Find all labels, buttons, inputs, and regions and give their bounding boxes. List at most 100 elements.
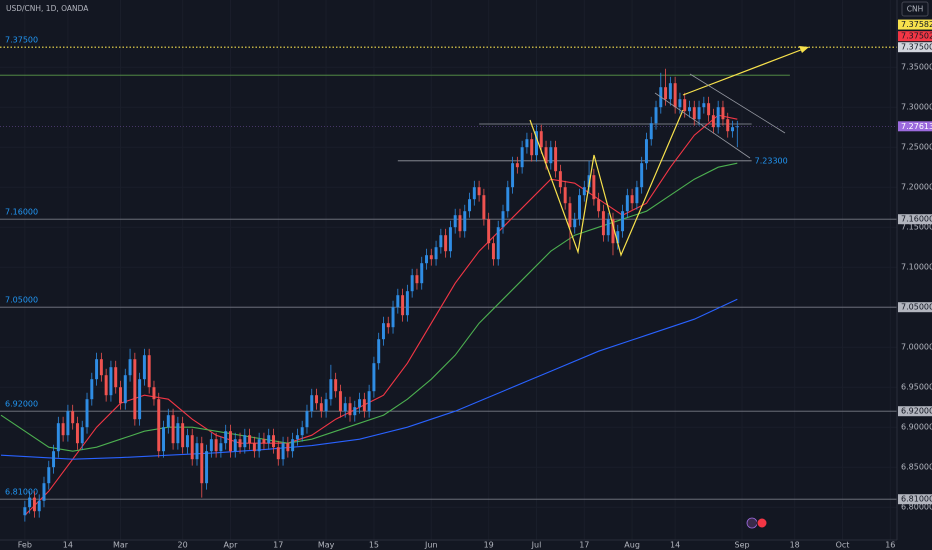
- candle-body: [511, 163, 515, 188]
- candle-body: [482, 195, 486, 220]
- y-tick-label: 7.20000: [901, 183, 932, 192]
- event-icon[interactable]: [746, 517, 758, 529]
- candle-body: [582, 187, 586, 196]
- candle-body: [649, 123, 653, 140]
- candle-body: [444, 235, 448, 252]
- last-price-label: 7.27613: [901, 122, 932, 131]
- candle-body: [23, 507, 27, 516]
- last-price-badge: [898, 121, 932, 132]
- y-tick-label: 6.90000: [901, 423, 932, 432]
- candle-body: [114, 367, 118, 388]
- channel-line: [689, 73, 786, 134]
- arrow-head: [799, 46, 809, 53]
- candle-body: [554, 147, 558, 172]
- candle-body: [52, 451, 56, 468]
- candle-body: [80, 427, 84, 444]
- candle-body: [319, 403, 323, 412]
- candle-body: [597, 199, 601, 212]
- candle-body: [487, 219, 491, 244]
- candle-body: [233, 439, 237, 452]
- candle-body: [463, 211, 467, 232]
- candle-body: [329, 379, 333, 400]
- candle-body: [272, 435, 275, 448]
- candle-body: [625, 195, 629, 212]
- candle-body: [138, 379, 142, 420]
- candle-body: [429, 255, 433, 260]
- candle-body: [534, 131, 538, 156]
- candle-body: [219, 443, 223, 452]
- candle-body: [315, 395, 319, 404]
- candle-body: [142, 355, 146, 380]
- x-tick-label: Jul: [531, 541, 542, 550]
- level-badge-label: 7.37500: [901, 43, 932, 52]
- x-tick-label: 16: [885, 541, 895, 550]
- candle-body: [621, 211, 625, 232]
- currency-box[interactable]: [901, 1, 929, 17]
- candle-body: [267, 435, 271, 444]
- level-label: 7.05000: [5, 296, 38, 305]
- candle-body: [362, 399, 366, 412]
- candle-body: [391, 307, 395, 328]
- candle-body: [515, 163, 519, 168]
- axis-badge: [898, 31, 932, 42]
- event-icon[interactable]: [756, 517, 768, 529]
- candle-body: [334, 379, 338, 392]
- candle-body: [176, 423, 180, 444]
- y-tick-label: 7.30000: [901, 103, 932, 112]
- candle-body: [32, 497, 36, 512]
- level-badge-label: 7.05000: [901, 303, 932, 312]
- y-tick-label: 6.85000: [901, 463, 932, 472]
- candle-body: [262, 439, 266, 444]
- candle-body: [90, 379, 94, 400]
- chart-title: USD/CNH, 1D, OANDA: [6, 4, 89, 13]
- level-badge: [898, 302, 932, 313]
- candle-body: [525, 139, 529, 148]
- level-badge-label: 7.16000: [901, 215, 932, 224]
- candle-body: [558, 171, 562, 188]
- candle-body: [563, 187, 567, 204]
- candle-body: [238, 439, 242, 448]
- candle-body: [664, 87, 668, 100]
- candle-body: [472, 187, 476, 200]
- candle-body: [123, 375, 127, 404]
- candle-body: [99, 359, 103, 376]
- levels: 7.37500 7.16000 7.05000 6.92000 6.81000 7.233…: [0, 36, 897, 500]
- candle-body: [109, 367, 113, 396]
- candle-body: [372, 363, 376, 392]
- axis-badge: [898, 19, 932, 30]
- candle-body: [228, 431, 232, 452]
- candle-body: [711, 115, 715, 128]
- level-label: 6.81000: [5, 488, 38, 497]
- candle-body: [606, 219, 610, 236]
- candle-body: [697, 107, 701, 120]
- candle-body: [544, 147, 548, 164]
- candle-body: [295, 435, 299, 440]
- level-label: 7.16000: [5, 208, 38, 217]
- candle-body: [152, 387, 156, 400]
- candle-body: [434, 247, 438, 260]
- candle-body: [702, 103, 706, 108]
- y-tick-label: 7.25000: [901, 143, 932, 152]
- candle-body: [420, 263, 424, 284]
- candle-body: [324, 399, 328, 412]
- candle-body: [252, 443, 256, 452]
- x-tick-label: 17: [273, 541, 283, 550]
- x-tick-label: Aug: [624, 541, 640, 550]
- candle-body: [147, 355, 151, 388]
- candle-body: [381, 323, 385, 340]
- candle-body: [616, 231, 620, 244]
- candle-body: [410, 275, 414, 292]
- candle-body: [205, 451, 209, 484]
- x-tick-label: Sep: [735, 541, 750, 550]
- level-badge: [898, 214, 932, 225]
- level-label: 7.37500: [5, 36, 38, 45]
- candle-body: [257, 439, 261, 452]
- candle-body: [654, 107, 658, 124]
- x-tick-label: 14: [670, 541, 680, 550]
- y-tick-label: 7.10000: [901, 263, 932, 272]
- candle-body: [185, 435, 189, 448]
- y-tick-label: 6.95000: [901, 383, 932, 392]
- candle-body: [386, 323, 390, 328]
- candle-body: [573, 219, 577, 228]
- level-badge: [898, 406, 932, 417]
